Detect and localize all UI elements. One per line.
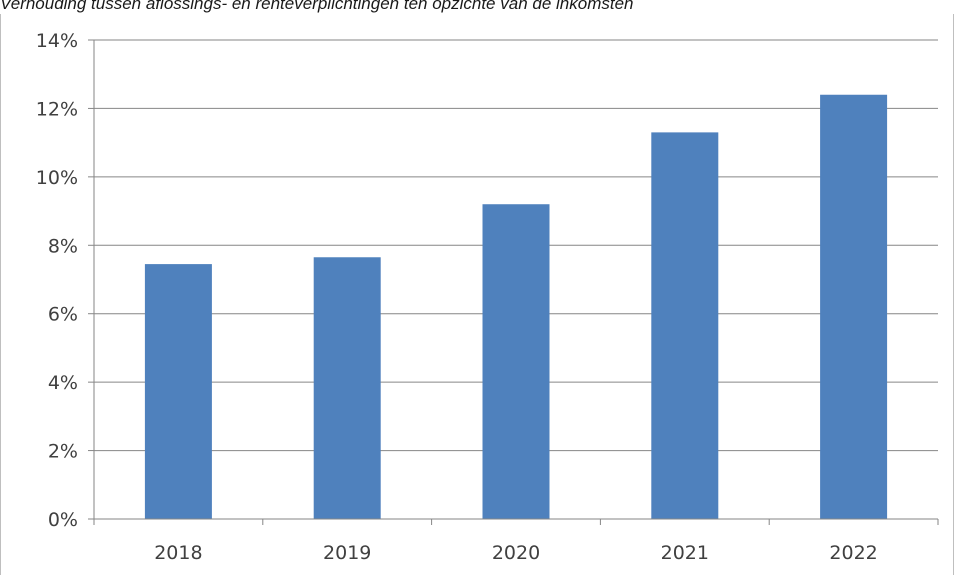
gridlines xyxy=(94,39,938,452)
bar-2022 xyxy=(820,94,888,519)
axes xyxy=(88,39,939,525)
y-tick-label: 6% xyxy=(48,304,78,326)
chart-frame xyxy=(0,14,954,575)
y-tick-label: 10% xyxy=(36,167,78,189)
bar-2019 xyxy=(313,257,381,519)
tick-labels: 0% 2% 4% 6% 8% 10% 12% 14% 2018 2019 2020 2021 2022 xyxy=(36,30,878,564)
y-tick-label: 4% xyxy=(48,372,78,394)
y-tick-label: 2% xyxy=(48,441,78,463)
bar-2020 xyxy=(482,204,550,519)
bars xyxy=(144,94,888,519)
chart-title: Verhouding tussen aflossings- en renteve… xyxy=(0,0,634,13)
x-tick-label: 2022 xyxy=(829,542,877,564)
bar-2021 xyxy=(651,132,719,519)
y-tick-label: 8% xyxy=(48,235,78,257)
y-tick-label: 0% xyxy=(48,509,78,531)
x-tick-label: 2021 xyxy=(661,542,709,564)
x-tick-label: 2018 xyxy=(154,542,202,564)
y-tick-label: 14% xyxy=(36,30,78,52)
x-tick-label: 2019 xyxy=(323,542,371,564)
y-tick-label: 12% xyxy=(36,98,78,120)
x-tick-label: 2020 xyxy=(492,542,540,564)
bar-2018 xyxy=(144,264,212,519)
